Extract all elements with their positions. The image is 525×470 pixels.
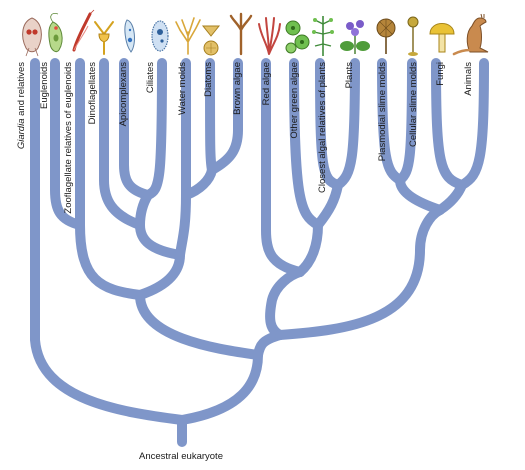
branch-ciliates — [143, 58, 167, 200]
branch-closest-algal — [315, 58, 343, 190]
apicomplexan-icon — [124, 19, 135, 53]
branch-archaeplastida — [265, 267, 305, 340]
branch-euglenozoa — [75, 220, 145, 300]
taxon-label-apicomplexans: Apicomplexans — [118, 62, 129, 127]
taxon-label-giardia: Giardia and relatives — [16, 62, 27, 149]
water-mold-icon — [175, 17, 201, 55]
branch-plants — [333, 58, 360, 190]
taxon-label-brown-algae: Brown algae — [232, 62, 243, 115]
taxon-label-diatoms: Diatoms — [203, 62, 214, 97]
branch-amoebozoa — [395, 175, 445, 215]
taxon-label-closest-algal: Closest algal relatives of plants — [317, 62, 328, 193]
taxon-label-euglenoids: Euglenoids — [39, 62, 50, 109]
branch-apicomplexans — [119, 58, 153, 200]
taxon-label-cellular: Cellular slime molds — [408, 62, 419, 147]
basal-branch-giardia — [30, 58, 187, 425]
taxon-label-fungi: Fungi — [435, 62, 446, 86]
charophyte-icon — [312, 16, 334, 56]
branch-other-green — [289, 58, 323, 230]
branch-animals — [457, 58, 489, 190]
kangaroo-icon — [452, 13, 489, 56]
taxon-label-plasmodial: Plasmodial slime molds — [377, 62, 388, 162]
taxon-labels: Giardia and relatives Euglenoids Zooflag… — [16, 62, 474, 214]
red-alga-icon — [258, 17, 281, 55]
plasmodial-slime-mold-icon — [376, 18, 396, 54]
branch-excavate-sar — [135, 290, 263, 360]
ciliate-icon — [151, 20, 169, 52]
taxon-label-zooflagellates: Zooflagellate relatives of euglenoids — [63, 62, 74, 214]
branch-fungi — [431, 58, 467, 190]
branch-unikonts — [275, 205, 445, 340]
branch-dinoflagellates — [99, 58, 145, 230]
taxon-label-other-green-algae: Other green algae — [289, 62, 300, 139]
green-alga-icon — [285, 20, 310, 54]
plant-icon — [340, 20, 370, 54]
diatom-icon — [201, 25, 221, 56]
trypanosome-icon — [72, 9, 95, 52]
organism-icons — [22, 9, 489, 57]
branch-green-lineage — [295, 220, 323, 277]
taxon-label-dinoflagellates: Dinoflagellates — [87, 62, 98, 125]
giardia-icon — [22, 17, 42, 57]
branch-stramenopiles — [175, 190, 191, 260]
root-label: Ancestral eukaryote — [139, 451, 223, 462]
euglena-icon — [48, 13, 63, 53]
taxon-label-red-algae: Red algae — [261, 62, 272, 105]
branch-red-algae — [261, 58, 305, 277]
brown-alga-icon — [229, 12, 253, 56]
mushroom-icon — [429, 23, 455, 53]
taxon-label-animals: Animals — [463, 62, 474, 96]
basal-branch-rest — [177, 350, 263, 425]
branch-cellular — [395, 58, 417, 185]
phylogeny-tree — [30, 58, 489, 447]
branch-plasmodial — [377, 58, 405, 185]
taxon-label-plants: Plants — [344, 62, 355, 89]
branch-alveolates — [135, 220, 185, 260]
branch-sar — [135, 250, 185, 300]
dinoflagellate-icon — [94, 21, 114, 55]
cellular-slime-mold-icon — [407, 16, 419, 56]
branch-brown-algae — [207, 58, 243, 175]
taxon-label-ciliates: Ciliates — [145, 62, 156, 93]
taxon-label-water-molds: Water molds — [177, 62, 188, 115]
branch-euglenoids — [50, 58, 85, 230]
